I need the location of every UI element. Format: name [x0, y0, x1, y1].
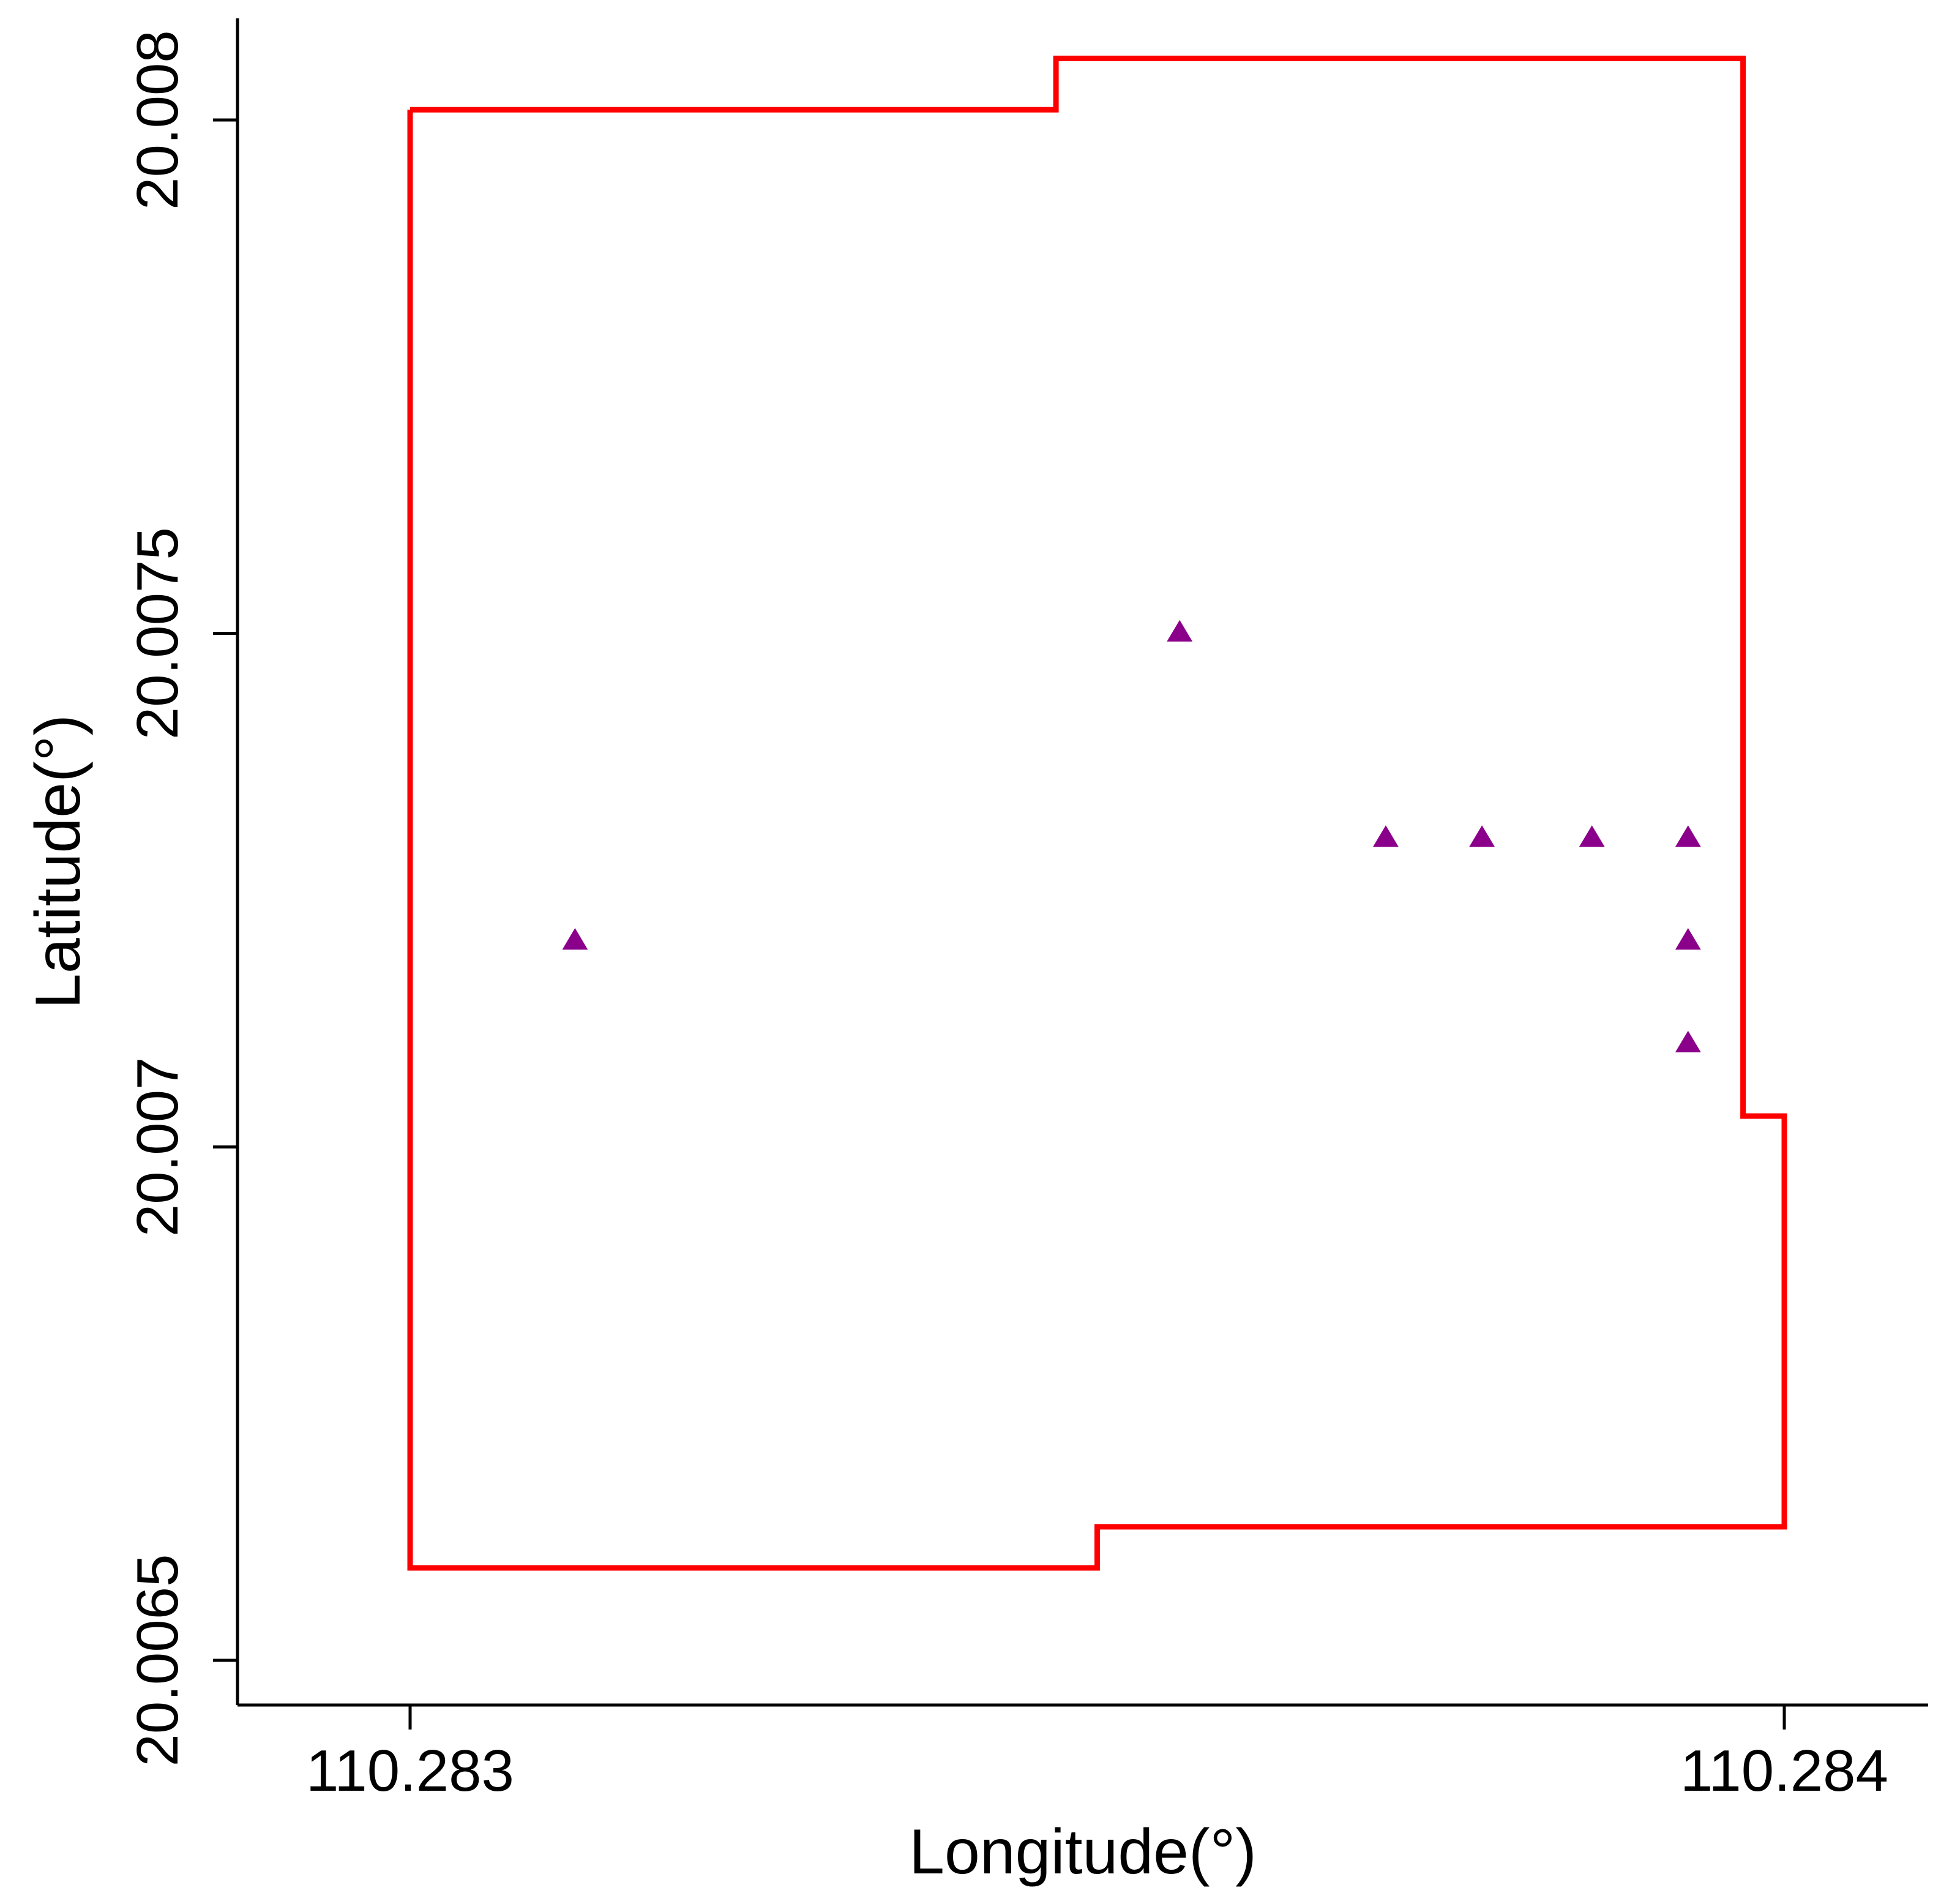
ticks: 110.283 110.284 20.0065 20.007 20.0075 20.008	[125, 30, 1888, 1804]
data-point	[1675, 825, 1701, 847]
axes	[236, 18, 1928, 1707]
x-tick-label: 110.283	[306, 1738, 514, 1804]
data-point	[1167, 620, 1193, 642]
plot-layer	[407, 55, 1787, 1571]
data-point	[562, 928, 588, 950]
x-tick-label: 110.284	[1680, 1738, 1888, 1804]
data-point	[1373, 825, 1399, 847]
data-point	[1675, 928, 1701, 950]
boundary-line	[407, 55, 1787, 1571]
data-point	[1469, 825, 1495, 847]
data-point	[1579, 825, 1605, 847]
data-point	[1675, 1030, 1701, 1052]
y-tick-label: 20.0065	[125, 1554, 190, 1766]
y-tick-label: 20.007	[125, 1057, 190, 1237]
y-tick-label: 20.0075	[125, 527, 190, 740]
x-axis-title: Longitude(°)	[909, 1816, 1257, 1887]
y-axis-title: Latitude(°)	[23, 714, 94, 1009]
y-tick-label: 20.008	[125, 30, 190, 210]
